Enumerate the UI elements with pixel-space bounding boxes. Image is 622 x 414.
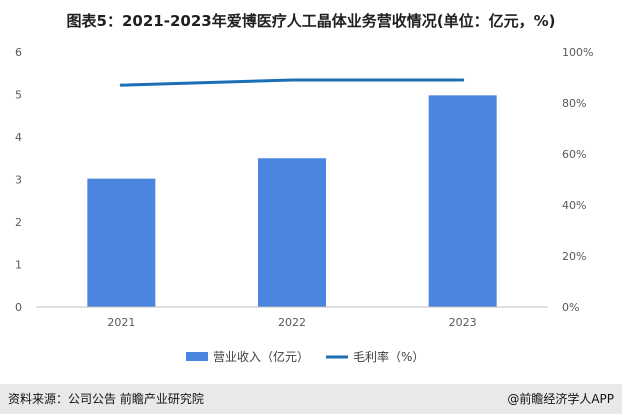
y-left-tick-label: 5 xyxy=(15,89,22,102)
y-left-tick-label: 6 xyxy=(15,46,22,59)
y-right-tick-label: 100% xyxy=(562,46,593,59)
y-right-tick-label: 40% xyxy=(562,199,586,212)
y-right-tick-label: 20% xyxy=(562,250,586,263)
legend: 营业收入（亿元） 毛利率（%） xyxy=(186,349,424,364)
line-point-2022 xyxy=(290,78,294,82)
y-right-tick-label: 0% xyxy=(562,301,579,314)
footer: 资料来源：公司公告 前瞻产业研究院 @前瞻经济学人APP xyxy=(0,384,622,414)
y-left-tick-label: 4 xyxy=(15,131,22,144)
line-point-2023 xyxy=(461,78,465,82)
legend-label-margin: 毛利率（%） xyxy=(353,349,424,364)
bar-layer xyxy=(87,95,497,307)
bar-2022 xyxy=(258,158,326,307)
x-tick-label: 2023 xyxy=(449,316,477,329)
x-tick-label: 2022 xyxy=(278,316,306,329)
line-point-2021 xyxy=(119,83,123,87)
y-left-tick-label: 1 xyxy=(15,259,22,272)
legend-swatch-revenue xyxy=(186,352,208,361)
brand-note: @前瞻经济学人APP xyxy=(507,392,614,406)
bar-2021 xyxy=(87,178,156,307)
y-right-tick-label: 60% xyxy=(562,148,586,161)
y-left-tick-label: 0 xyxy=(15,301,22,314)
legend-label-revenue: 营业收入（亿元） xyxy=(213,349,309,364)
chart-title: 图表5：2021-2023年爱博医疗人工晶体业务营收情况(单位：亿元，%) xyxy=(66,12,556,30)
y-right-tick-label: 80% xyxy=(562,97,586,110)
bar-2023 xyxy=(428,95,497,307)
x-tick-label: 2021 xyxy=(107,316,135,329)
y-left-tick-label: 2 xyxy=(15,216,22,229)
source-note: 资料来源：公司公告 前瞻产业研究院 xyxy=(8,392,204,406)
line-layer xyxy=(119,78,465,87)
y-left-tick-label: 3 xyxy=(15,174,22,187)
